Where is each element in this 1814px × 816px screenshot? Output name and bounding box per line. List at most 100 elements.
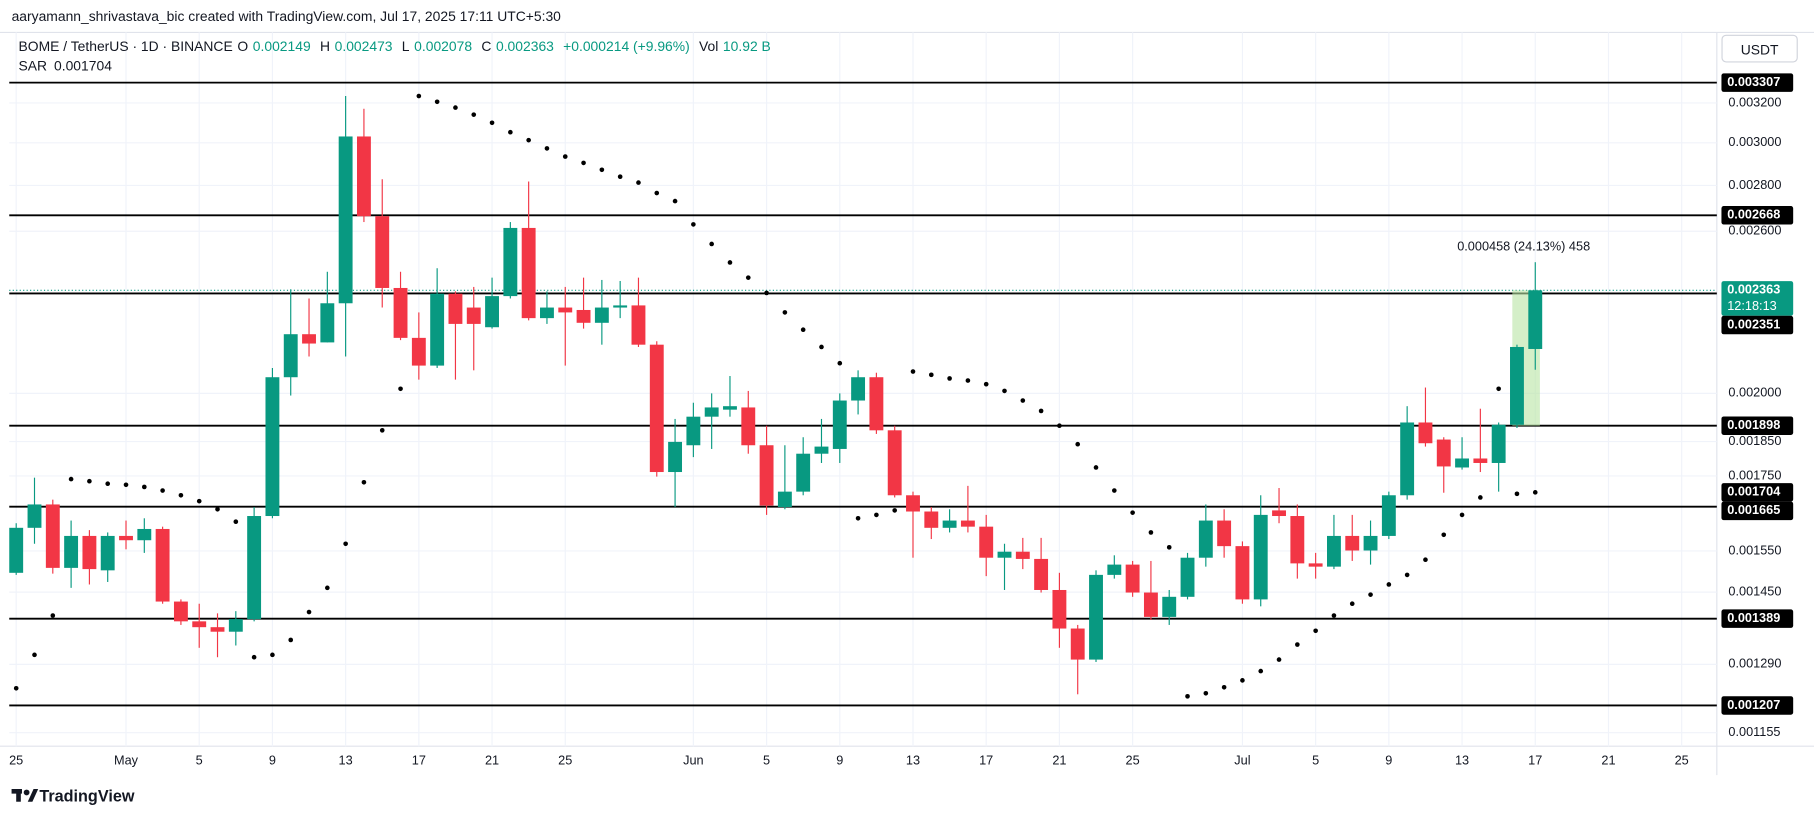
sar-dot [1459,512,1465,518]
candle-body [979,526,994,558]
candle-body [869,377,884,431]
candle-body [1089,574,1103,660]
sar-dot [1295,642,1300,647]
candle-body [942,520,957,528]
sar-dot [1221,684,1227,690]
candle-body [1180,557,1195,597]
sar-dot [306,609,312,615]
candle-body [173,601,188,622]
candle-body [1326,535,1341,567]
price-label: 0.002351 [1727,316,1780,331]
sar-dot [196,498,202,504]
x-tick-label: Jul [1234,753,1250,768]
sar-dot [398,386,403,392]
candle-body [777,491,792,508]
sar-dot [910,369,916,374]
sar-dot [1038,408,1044,414]
sar-dot [343,541,348,547]
y-tick-label: 0.001290 [1728,656,1781,671]
sar-dot [215,506,220,512]
candle-body [1418,422,1433,444]
sar-dot [270,652,275,658]
ohlc-value: 0.002473 [334,38,393,55]
price-label-box [1721,73,1794,92]
indicator-legend: SAR 0.001704 [19,58,112,74]
sar-dot [599,167,605,173]
candle-body [1345,535,1360,551]
candle-body [27,504,42,528]
x-tick-label: 25 [1126,753,1140,768]
candle-body [283,334,298,378]
sar-dot [251,654,257,660]
candle-body [631,305,646,345]
x-tick-label: 9 [269,753,276,768]
price-label: 0.003307 [1727,74,1780,89]
ohlc-key: C [481,38,492,55]
candle-body [1107,564,1122,575]
candle-body [906,495,920,512]
sar-dot [1386,582,1392,587]
sar-dot [471,112,477,117]
sar-dot [1093,465,1099,470]
candle-body [960,520,975,527]
price-label-box [1721,609,1794,628]
candle-body [1400,422,1415,496]
symbol: BOME / TetherUS · 1D · BINANCE [18,38,233,55]
x-tick-label: 9 [1385,753,1392,768]
candle-body [1363,535,1378,551]
candle-body [851,377,866,401]
sar-dot [32,652,37,658]
sar-dot [1203,690,1209,696]
price-label: 0.001389 [1727,610,1780,625]
candle-body [576,309,591,323]
candle-body [1455,458,1469,468]
sar-dot [764,290,769,296]
candle-body [1143,592,1158,617]
candle-body [796,453,811,492]
candle-body [1436,439,1451,467]
candle-body [1528,290,1543,349]
sar-dot [233,519,239,525]
y-tick-label: 0.001550 [1728,542,1781,557]
price-label: 0.002363 [1727,282,1780,297]
sar-dot [1368,592,1373,597]
candle-body [1473,458,1488,463]
sar-dot [105,481,111,487]
sar-dot [489,120,495,126]
candle-body [686,416,701,446]
x-tick-label: May [114,753,139,768]
y-tick-label: 0.001450 [1728,583,1781,598]
candle-body [741,407,756,446]
ohlc-key: H [319,38,330,55]
x-tick-label: 25 [558,753,572,768]
candle-body [411,337,426,366]
candle-body [594,307,609,323]
sar-dot [745,275,751,280]
sar-dot [672,198,678,204]
candle-body [540,307,554,319]
candle-body [45,504,60,568]
sar-dot [361,479,367,485]
sar-dot [50,613,56,618]
candle-body [155,528,170,602]
sar-dot [1112,488,1117,493]
price-label-box [1721,315,1794,335]
sar-dot [1166,545,1172,550]
candle-body [1510,346,1524,425]
currency-button[interactable]: USDT [1721,34,1798,63]
candle-body [247,516,262,620]
ohlc-value: 0.002149 [252,38,311,55]
candle-body [1308,563,1323,567]
candle-body [448,293,463,324]
sar-dot [325,585,330,591]
x-tick-label: 13 [906,753,920,768]
candle-body [759,445,774,506]
sar-dot [288,637,294,643]
sar-dot [1423,557,1428,563]
sar-dot [1258,668,1264,674]
candle-body [1290,516,1305,564]
price-label: 0.001898 [1727,417,1780,432]
sar-dot [782,310,788,315]
sar-dot [1020,398,1026,403]
